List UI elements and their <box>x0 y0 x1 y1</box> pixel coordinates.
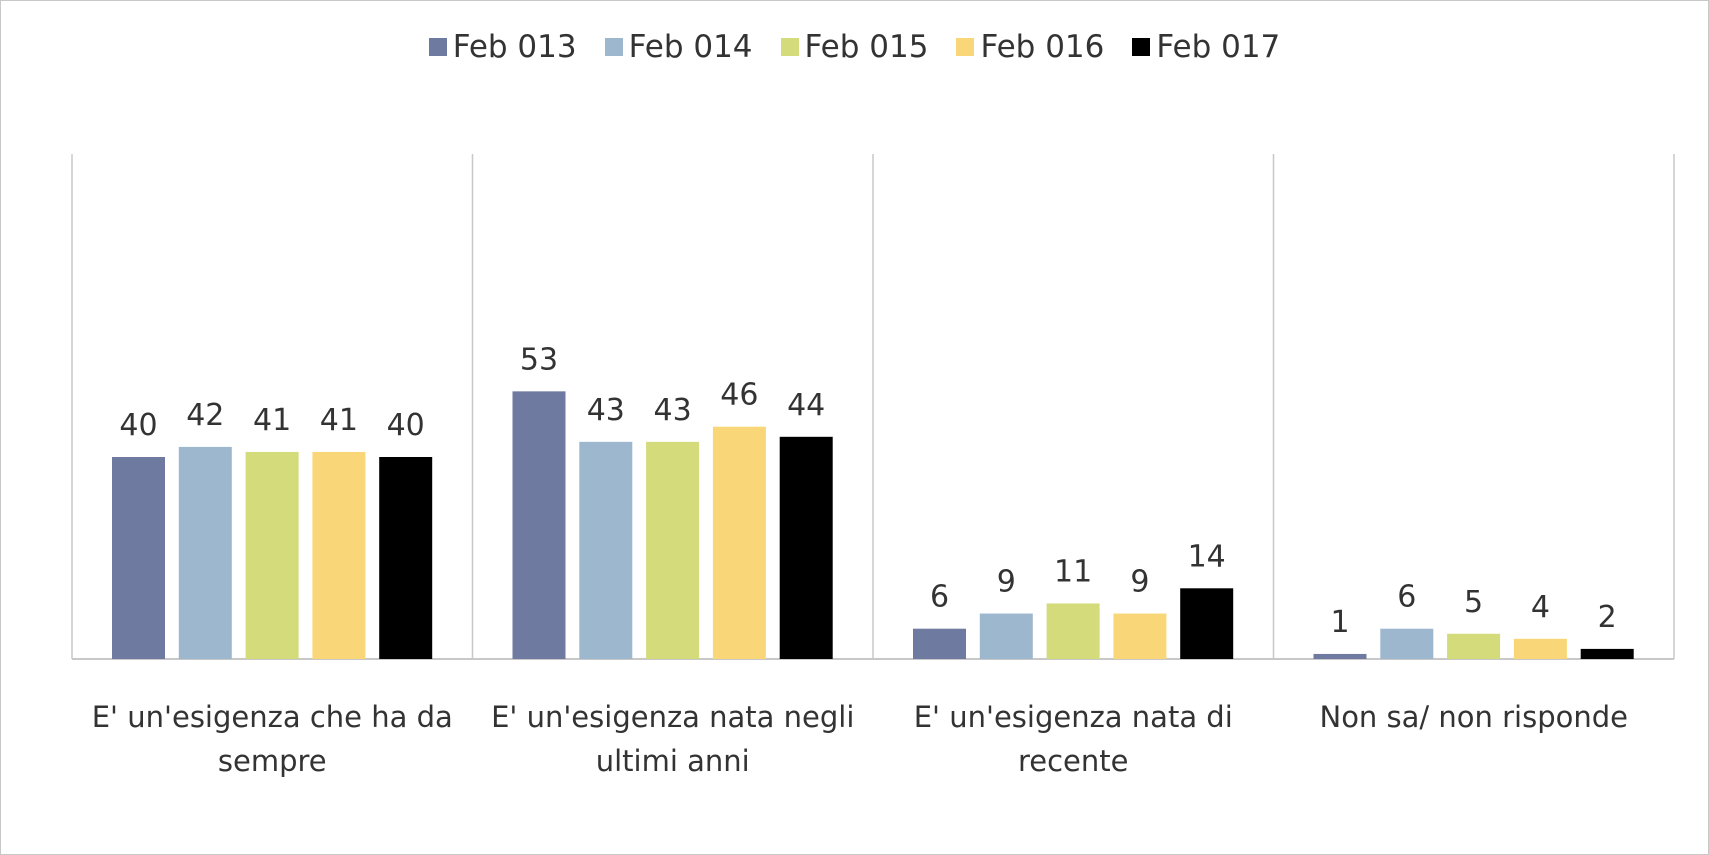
bar <box>579 441 633 659</box>
data-label: 6 <box>1397 580 1416 615</box>
legend-swatch <box>428 38 447 56</box>
bar <box>1447 633 1501 659</box>
bar <box>1113 613 1167 659</box>
bar <box>1046 603 1100 659</box>
data-label: 5 <box>1464 585 1483 620</box>
data-label: 46 <box>720 378 758 413</box>
legend-swatch <box>604 38 623 56</box>
data-label: 43 <box>587 393 625 428</box>
data-label: 6 <box>930 580 949 615</box>
data-label: 43 <box>654 393 692 428</box>
data-label: 1 <box>1330 605 1349 640</box>
data-label: 2 <box>1598 600 1617 635</box>
legend-label: Feb 014 <box>628 29 753 65</box>
bar <box>1380 628 1434 659</box>
bar <box>712 426 766 659</box>
data-label: 44 <box>787 388 825 423</box>
bar <box>1513 638 1567 659</box>
bar <box>646 441 700 659</box>
data-label: 53 <box>520 342 558 377</box>
bar <box>512 391 566 659</box>
bar <box>245 451 299 659</box>
bar <box>1580 648 1634 659</box>
legend-item: Feb 013 <box>428 29 577 65</box>
legend-label: Feb 016 <box>980 29 1105 65</box>
legend-item: Feb 017 <box>1132 29 1280 65</box>
bar <box>979 613 1033 659</box>
legend-item: Feb 015 <box>780 29 929 65</box>
bar <box>913 628 966 659</box>
data-label: 4 <box>1531 590 1550 625</box>
data-label: 41 <box>320 403 358 438</box>
legend-label: Feb 017 <box>1156 29 1281 65</box>
data-label: 40 <box>387 408 425 443</box>
legend: Feb 013 Feb 014 Feb 015 Feb 016 Feb 017 <box>1 29 1708 65</box>
x-tick-label: E' un'esigenza nata di recente <box>913 700 1233 778</box>
bar <box>178 446 232 659</box>
legend-swatch <box>780 38 799 56</box>
data-label: 40 <box>119 408 157 443</box>
x-tick-label: Non sa/ non risponde <box>1319 700 1629 734</box>
data-label: 11 <box>1054 554 1092 589</box>
bar <box>312 451 366 659</box>
legend-item: Feb 014 <box>604 29 753 65</box>
data-label: 14 <box>1188 539 1226 574</box>
legend-swatch <box>1132 38 1151 56</box>
legend-item: Feb 016 <box>956 29 1104 65</box>
data-label: 9 <box>1130 565 1149 600</box>
legend-swatch <box>956 38 975 56</box>
data-label: 42 <box>186 398 224 433</box>
data-label: 9 <box>997 565 1016 600</box>
legend-label: Feb 013 <box>452 29 577 65</box>
x-tick-label: E' un'esigenza che ha da sempre <box>91 700 453 778</box>
x-tick-label: E' un'esigenza nata negli ultimi anni <box>491 700 855 778</box>
bar <box>779 436 833 659</box>
bar <box>379 457 433 659</box>
legend-label: Feb 015 <box>804 29 929 65</box>
bar <box>1180 588 1234 659</box>
data-label: 41 <box>253 403 291 438</box>
bar <box>1313 653 1367 659</box>
bar <box>112 457 165 659</box>
